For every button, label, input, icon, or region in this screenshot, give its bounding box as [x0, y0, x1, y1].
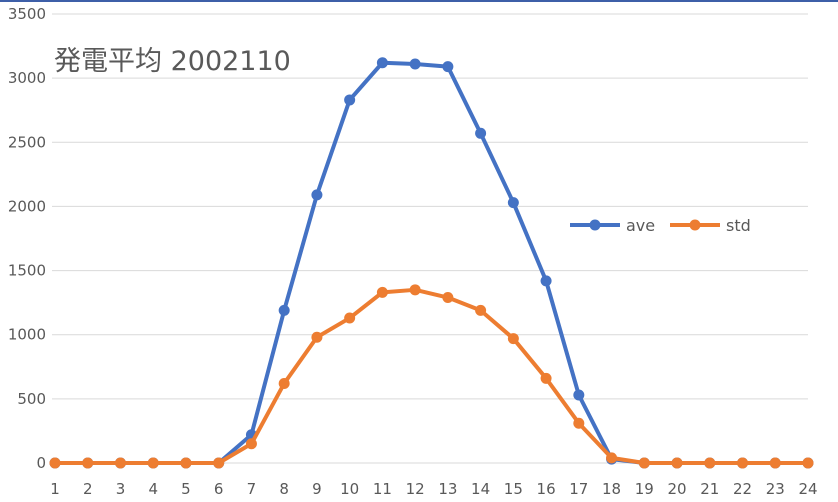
legend-marker [589, 219, 601, 231]
legend: ave std [570, 216, 751, 235]
x-tick-label: 11 [373, 480, 392, 498]
data-point [82, 457, 94, 469]
data-point [671, 457, 683, 469]
series-std [49, 284, 814, 469]
x-tick-label: 1 [50, 480, 60, 498]
data-point [147, 457, 159, 469]
x-tick-label: 2 [83, 480, 93, 498]
x-tick-label: 8 [279, 480, 289, 498]
data-point [114, 457, 126, 469]
legend-item: ave [570, 216, 655, 235]
x-tick-label: 12 [406, 480, 425, 498]
series-line [53, 60, 810, 465]
legend-item: std [670, 216, 751, 235]
y-tick-label: 0 [36, 454, 46, 472]
x-axis-tick-labels: 1 2 3 4 5 6 7 8 9 10 11 12 13 14 15 16 17 18 19 20 21 22 23 24 [50, 480, 817, 498]
data-point [442, 61, 454, 73]
data-point [475, 304, 487, 316]
x-tick-label: 3 [116, 480, 126, 498]
y-tick-label: 500 [17, 390, 46, 408]
data-point [540, 275, 552, 287]
data-point [49, 457, 61, 469]
x-tick-label: 24 [798, 480, 817, 498]
y-tick-label: 1000 [8, 326, 46, 344]
data-point [507, 197, 519, 209]
x-tick-label: 20 [667, 480, 686, 498]
y-tick-label: 3500 [8, 5, 46, 23]
x-tick-label: 19 [635, 480, 654, 498]
data-point [704, 457, 716, 469]
x-tick-label: 7 [247, 480, 257, 498]
data-point [245, 438, 257, 450]
data-point [213, 457, 225, 469]
legend-label: ave [626, 216, 655, 235]
x-tick-label: 10 [340, 480, 359, 498]
legend-marker [689, 219, 701, 231]
x-tick-label: 6 [214, 480, 224, 498]
series-line [53, 287, 810, 465]
x-tick-label: 13 [438, 480, 457, 498]
y-tick-label: 1500 [8, 262, 46, 280]
x-tick-label: 22 [733, 480, 752, 498]
chart-title: 発電平均 2002110 [54, 46, 291, 77]
data-point [376, 286, 388, 298]
x-tick-label: 16 [537, 480, 556, 498]
x-tick-label: 14 [471, 480, 490, 498]
data-point [638, 457, 650, 469]
x-tick-label: 21 [700, 480, 719, 498]
data-point [573, 417, 585, 429]
data-point [442, 292, 454, 304]
data-point [376, 57, 388, 69]
data-point [769, 457, 781, 469]
data-point [180, 457, 192, 469]
data-point [737, 457, 749, 469]
y-tick-label: 3000 [8, 69, 46, 87]
x-tick-label: 9 [312, 480, 322, 498]
series-lines [49, 57, 814, 469]
data-point [573, 389, 585, 401]
y-axis-tick-labels: 0 500 1000 1500 2000 2500 3000 3500 [8, 5, 46, 472]
data-point [409, 284, 421, 296]
data-point [278, 377, 290, 389]
y-tick-label: 2500 [8, 133, 46, 151]
data-point [344, 312, 356, 324]
x-tick-label: 23 [766, 480, 785, 498]
data-point [278, 304, 290, 316]
x-tick-label: 5 [181, 480, 191, 498]
data-point [311, 189, 323, 201]
gridlines [52, 13, 808, 464]
data-point [409, 58, 421, 70]
data-point [507, 333, 519, 345]
x-tick-label: 18 [602, 480, 621, 498]
data-point [802, 457, 814, 469]
legend-label: std [726, 216, 751, 235]
data-point [475, 127, 487, 139]
series-ave [49, 57, 814, 469]
data-point [540, 372, 552, 384]
y-tick-label: 2000 [8, 197, 46, 215]
x-tick-label: 15 [504, 480, 523, 498]
data-point [311, 331, 323, 343]
data-point [606, 452, 618, 464]
data-point [344, 94, 356, 106]
x-tick-label: 4 [148, 480, 158, 498]
x-tick-label: 17 [569, 480, 588, 498]
